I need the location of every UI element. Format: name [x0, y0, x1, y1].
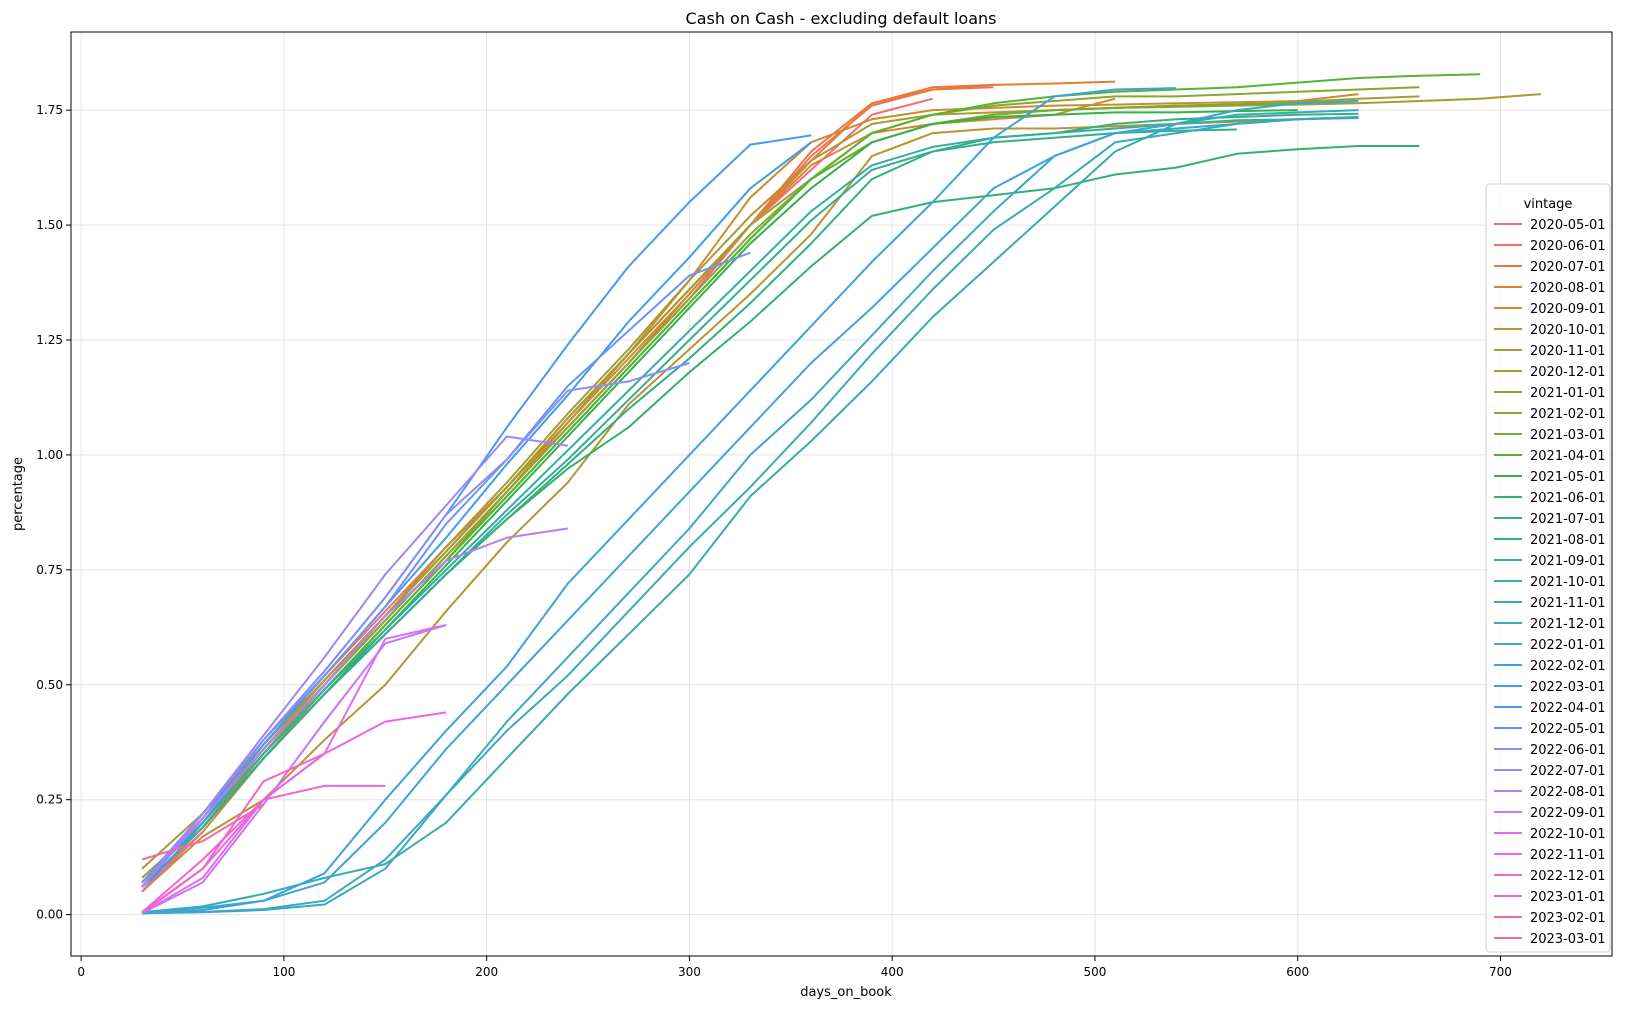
y-tick-label: 0.50: [36, 678, 63, 692]
x-tick-label: 300: [678, 965, 701, 979]
x-axis-label: days_on_book: [800, 985, 892, 1000]
legend-entry-label: 2021-11-01: [1530, 596, 1606, 611]
series-line-2022-06-01: [141, 362, 690, 884]
series-line-2021-11-01: [141, 116, 1359, 915]
y-tick-label: 0.00: [36, 908, 63, 922]
series-lines: [141, 73, 1542, 915]
y-axis-ticks: 0.00 0.25 0.50 0.75 1.00 1.25 1.50 1.75: [36, 103, 71, 922]
legend-entry-label: 2020-06-01: [1530, 239, 1606, 254]
legend-entry-label: 2020-07-01: [1530, 260, 1606, 275]
legend-entry-label: 2021-09-01: [1530, 554, 1606, 569]
legend-entry-label: 2021-04-01: [1530, 449, 1606, 464]
legend-title: vintage: [1524, 197, 1573, 212]
legend-entry-label: 2022-12-01: [1530, 869, 1606, 884]
y-axis-label: percentage: [11, 457, 26, 531]
legend-entry-label: 2021-08-01: [1530, 533, 1606, 548]
legend-entry-label: 2021-07-01: [1530, 512, 1606, 527]
legend-entry-label: 2020-11-01: [1530, 344, 1606, 359]
series-line-2021-09-01: [141, 117, 1359, 884]
legend-entry-label: 2022-03-01: [1530, 680, 1606, 695]
series-line-2021-02-01: [141, 86, 1420, 884]
legend-entry-label: 2023-02-01: [1530, 911, 1606, 926]
legend-entry-label: 2020-09-01: [1530, 302, 1606, 317]
legend-entry-label: 2022-04-01: [1530, 701, 1606, 716]
series-line-2022-07-01: [141, 435, 568, 888]
y-tick-label: 1.00: [36, 448, 63, 462]
legend-entry-label: 2021-01-01: [1530, 386, 1606, 401]
legend-entry-label: 2021-12-01: [1530, 617, 1606, 632]
series-line-2021-10-01: [141, 109, 1359, 914]
legend-entry-label: 2022-07-01: [1530, 764, 1606, 779]
y-tick-label: 0.75: [36, 563, 63, 577]
series-line-2023-03-01: [141, 831, 204, 893]
legend-entry-label: 2021-02-01: [1530, 407, 1606, 422]
series-line-2023-02-01: [141, 803, 265, 861]
y-tick-label: 1.75: [36, 103, 63, 117]
legend-entry-label: 2020-08-01: [1530, 281, 1606, 296]
series-line-2021-12-01: [141, 116, 1359, 915]
legend-entry-label: 2020-10-01: [1530, 323, 1606, 338]
x-tick-label: 700: [1489, 965, 1512, 979]
y-tick-label: 1.25: [36, 333, 63, 347]
y-tick-label: 0.25: [36, 793, 63, 807]
series-line-2022-02-01: [141, 87, 1177, 914]
legend-entry-label: 2022-02-01: [1530, 659, 1606, 674]
x-tick-label: 600: [1286, 965, 1309, 979]
series-line-2022-08-01: [141, 527, 568, 888]
y-tick-label: 1.50: [36, 218, 63, 232]
legend-entry-label: 2022-01-01: [1530, 638, 1606, 653]
legend-box: [1485, 183, 1611, 953]
chart-title: Cash on Cash - excluding default loans: [686, 9, 997, 28]
legend: vintage 2020-05-012020-06-012020-07-0120…: [1485, 183, 1611, 953]
series-line-2022-03-01: [141, 141, 812, 893]
legend-entry-label: 2021-10-01: [1530, 575, 1606, 590]
legend-entry-label: 2023-01-01: [1530, 890, 1606, 905]
x-tick-label: 400: [881, 965, 904, 979]
series-line-2021-04-01: [141, 73, 1481, 884]
x-tick-label: 500: [1084, 965, 1107, 979]
x-tick-label: 0: [77, 965, 85, 979]
series-line-2022-12-01: [141, 784, 386, 914]
series-line-2022-01-01: [141, 100, 1359, 915]
legend-entry-label: 2022-08-01: [1530, 785, 1606, 800]
legend-entry-label: 2021-06-01: [1530, 491, 1606, 506]
legend-entry-label: 2022-05-01: [1530, 722, 1606, 737]
legend-entry-label: 2022-11-01: [1530, 848, 1606, 863]
legend-entry-label: 2022-09-01: [1530, 806, 1606, 821]
legend-entry-label: 2021-05-01: [1530, 470, 1606, 485]
legend-entry-label: 2021-03-01: [1530, 428, 1606, 443]
legend-entry-label: 2020-12-01: [1530, 365, 1606, 380]
legend-entry-label: 2023-03-01: [1530, 932, 1606, 947]
legend-items: 2020-05-01 2020-06-01 2020-07-01 2020-08-01…: [1494, 218, 1606, 947]
x-tick-label: 100: [272, 965, 295, 979]
legend-entry-label: 2022-06-01: [1530, 743, 1606, 758]
x-axis-ticks: 0 100 200 300 400 500 600 700: [77, 956, 1512, 979]
x-tick-label: 200: [475, 965, 498, 979]
plot-frame: [70, 31, 1613, 957]
legend-entry-label: 2022-10-01: [1530, 827, 1606, 842]
series-line-2022-09-01: [141, 624, 447, 915]
legend-entry-label: 2020-05-01: [1530, 218, 1606, 233]
series-line-2021-08-01: [141, 128, 1237, 888]
series-line-2023-01-01: [141, 752, 325, 914]
